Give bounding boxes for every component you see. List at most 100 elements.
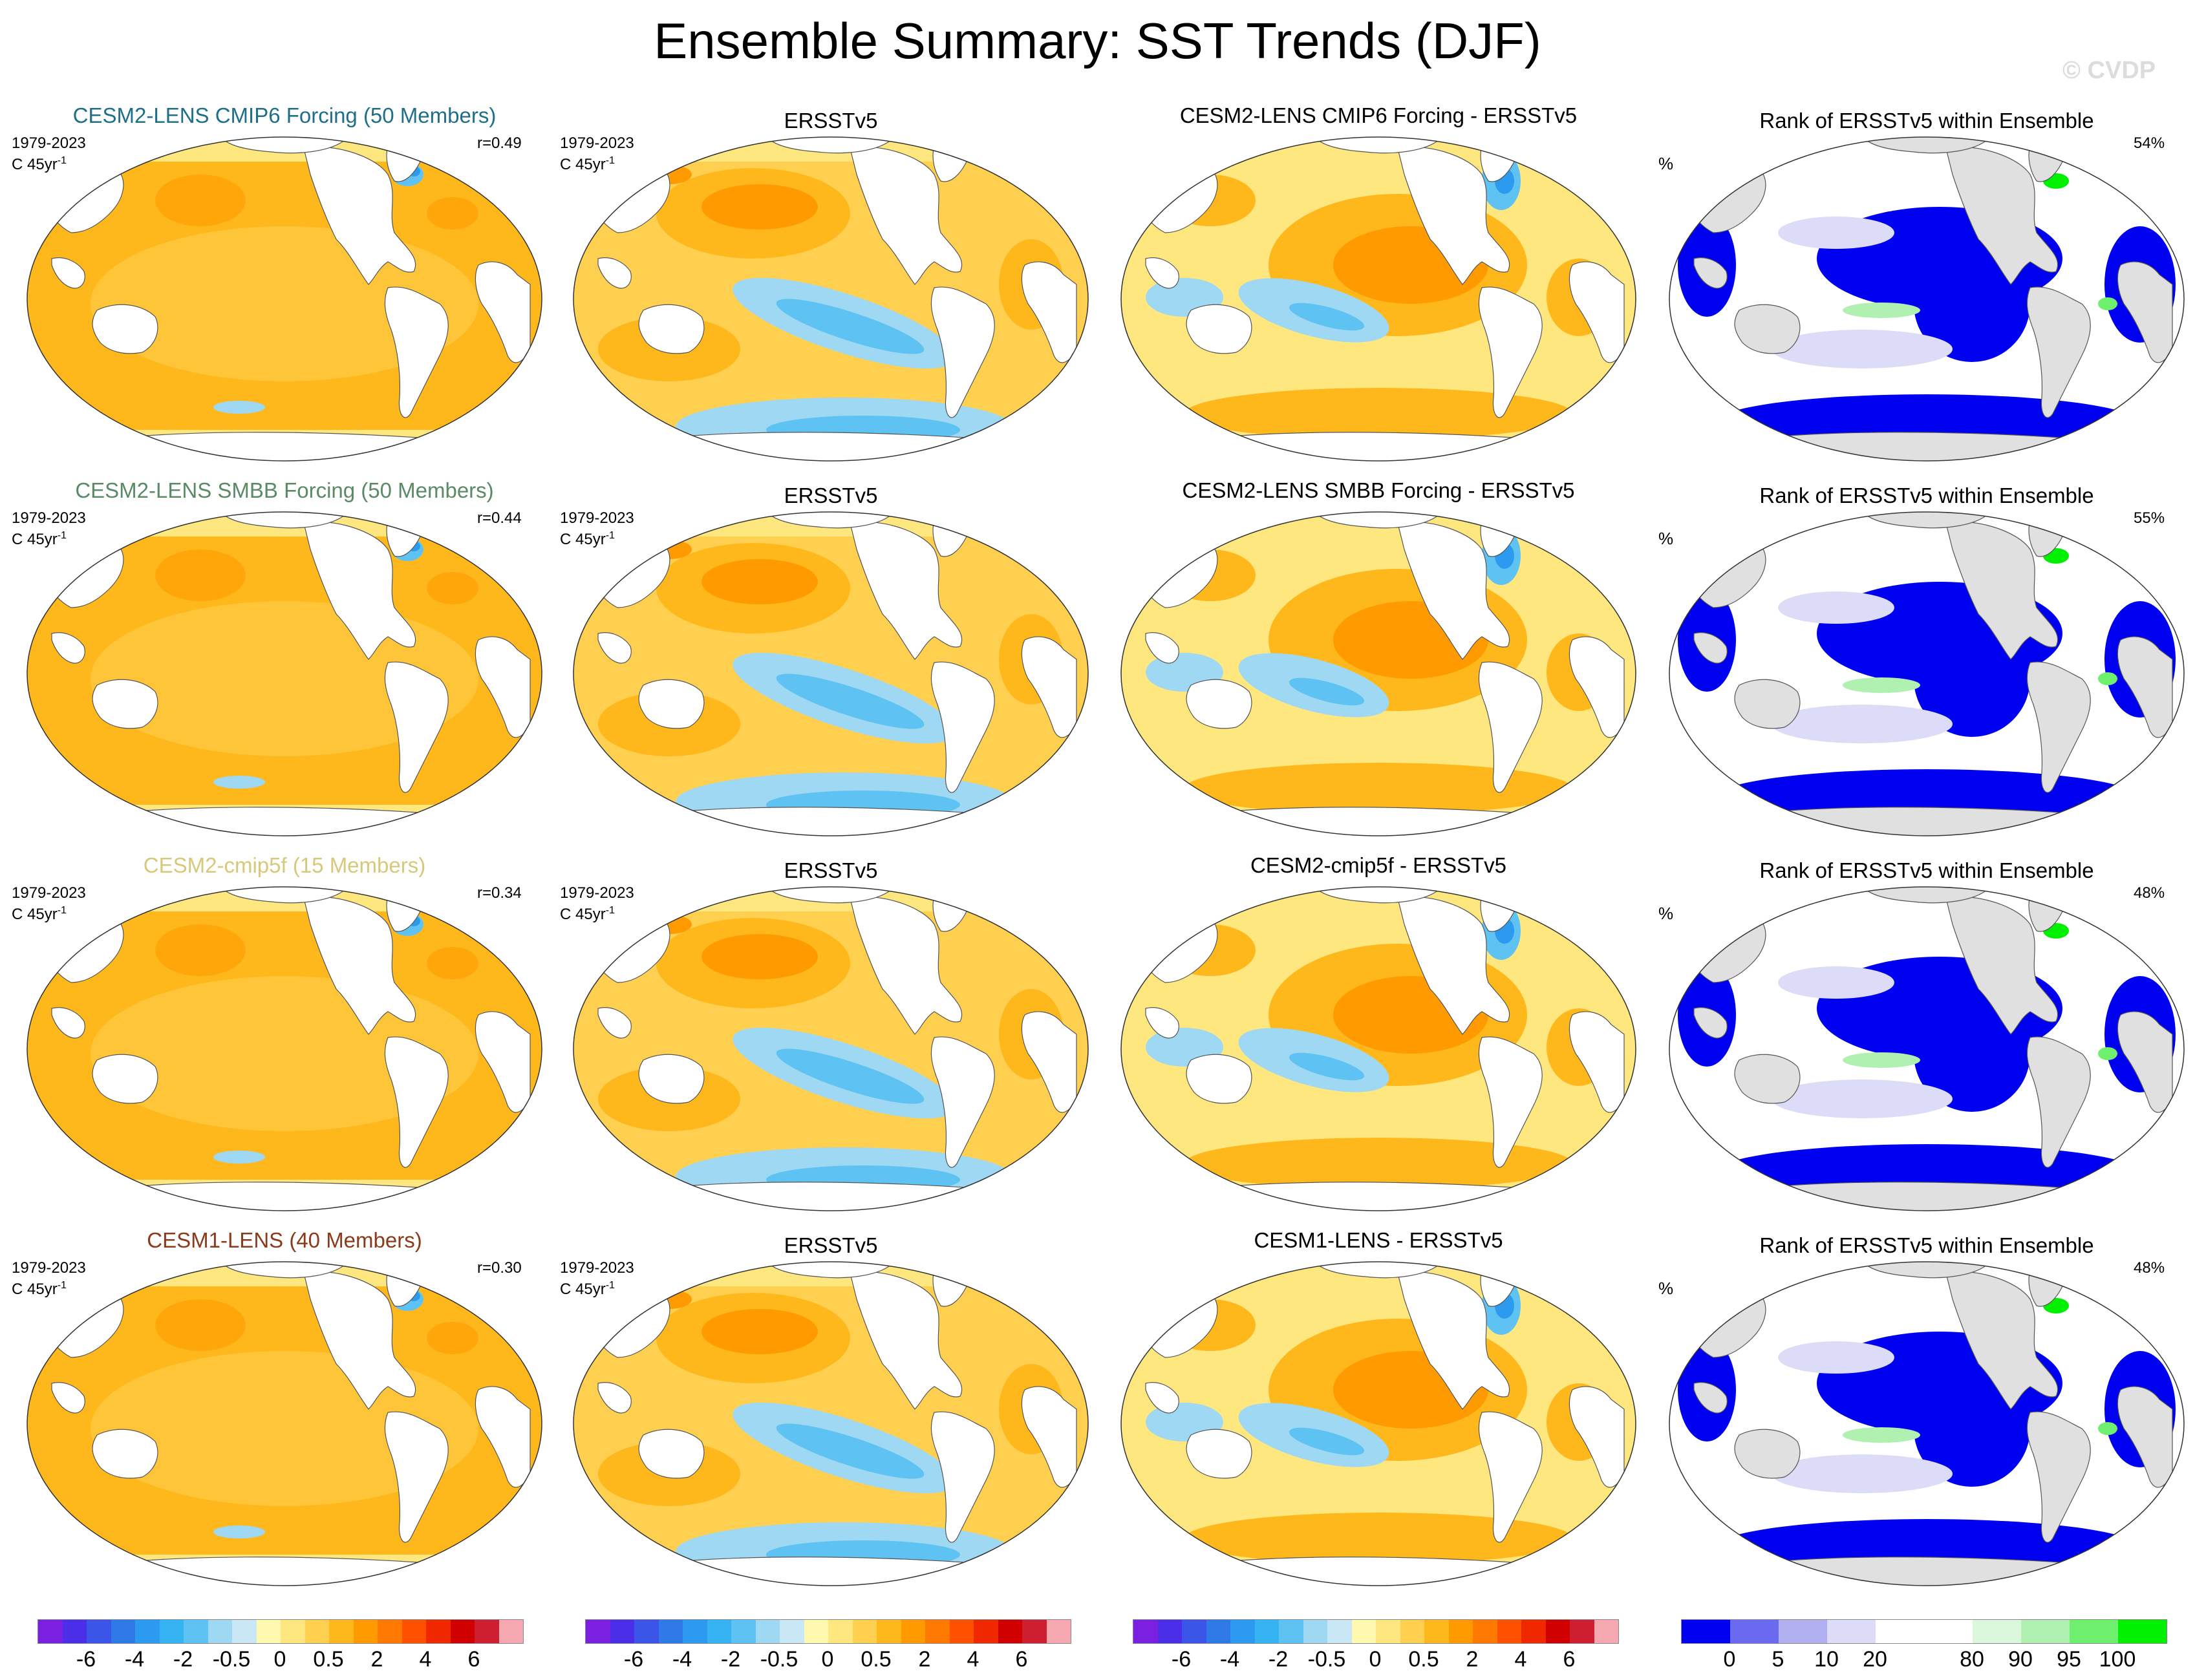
- colorbar-tick-label: -4: [124, 1647, 145, 1672]
- units-text: C 45yr: [560, 1281, 606, 1298]
- units-text: C 45yr: [560, 156, 606, 173]
- period-text: 1979-2023: [560, 1259, 634, 1277]
- colorbar-swatch: [353, 1620, 378, 1643]
- colorbar-tick-label: 6: [467, 1647, 480, 1672]
- colorbar-swatch: [1545, 1620, 1570, 1643]
- colorbar-tick-label: 20: [1863, 1647, 1887, 1672]
- colorbar-tick-label: -0.5: [760, 1647, 798, 1672]
- colorbar-swatch: [755, 1620, 780, 1643]
- colorbar-swatch: [1351, 1620, 1376, 1643]
- colorbar-swatch: [1022, 1620, 1047, 1643]
- colorbar-tick-label: 0.5: [1408, 1647, 1439, 1672]
- period-text: 1979-2023: [12, 134, 86, 152]
- diff-map: [1120, 511, 1636, 836]
- period-label: 1979-2023 C 45yr-1: [12, 509, 86, 548]
- obs-title: ERSSTv5: [784, 858, 878, 882]
- colorbar-swatch: [1206, 1620, 1230, 1643]
- model-map: [27, 511, 542, 836]
- obs-title: ERSSTv5: [784, 1233, 878, 1257]
- colorbar-swatch: [1400, 1620, 1424, 1643]
- model-map: [27, 136, 542, 462]
- model-map: [27, 886, 542, 1211]
- colorbar-tick-label: -2: [720, 1647, 741, 1672]
- units-text: C 45yr: [12, 906, 58, 923]
- colorbar-swatch: [232, 1620, 257, 1643]
- obs-map: [573, 136, 1089, 462]
- obs-map: [573, 886, 1089, 1211]
- units-sup: -1: [57, 155, 67, 166]
- colorbar-tick-label: -2: [1268, 1647, 1289, 1672]
- colorbar-swatch: [1303, 1620, 1327, 1643]
- colorbar-tick-label: 6: [1563, 1647, 1576, 1672]
- colorbar-swatch: [949, 1620, 974, 1643]
- colorbar-tick-label: 4: [967, 1647, 980, 1672]
- colorbar-swatch: [329, 1620, 354, 1643]
- colorbar-swatch: [450, 1620, 475, 1643]
- rank-map: [1669, 886, 2185, 1211]
- rank-percent-label: 55%: [2134, 509, 2165, 527]
- units-sup: -1: [57, 905, 67, 916]
- colorbar-tick-label: 4: [419, 1647, 432, 1672]
- colorbar-tick-label: 5: [1772, 1647, 1784, 1672]
- units-sup: -1: [57, 530, 67, 541]
- colorbar-swatch: [2021, 1620, 2070, 1643]
- colorbar-tick-label: 0: [1369, 1647, 1382, 1672]
- sst-colorbar: [1133, 1619, 1619, 1644]
- rank-percent-label: 54%: [2134, 134, 2165, 152]
- colorbar-swatch: [1730, 1620, 1779, 1643]
- colorbar-tick-label: 4: [1514, 1647, 1527, 1672]
- model-map: [27, 1261, 542, 1586]
- obs-period-label: 1979-2023 C 45yr-1: [560, 1259, 634, 1298]
- sst-colorbar: [37, 1619, 524, 1644]
- period-text: 1979-2023: [560, 884, 634, 902]
- colorbar-swatch: [2070, 1620, 2118, 1643]
- colorbar-tick-label: -6: [623, 1647, 644, 1672]
- period-label: 1979-2023 C 45yr-1: [12, 1259, 86, 1298]
- correlation-label: r=0.44: [477, 509, 522, 527]
- correlation-label: r=0.49: [477, 134, 522, 152]
- units-sup: -1: [605, 1280, 615, 1291]
- colorbar-tick-label: 2: [1466, 1647, 1479, 1672]
- colorbar-swatch: [208, 1620, 232, 1643]
- obs-title: ERSSTv5: [784, 484, 878, 507]
- colorbar-swatch: [475, 1620, 499, 1643]
- colorbar-swatch: [1521, 1620, 1546, 1643]
- colorbar-swatch: [731, 1620, 756, 1643]
- colorbar-swatch: [426, 1620, 451, 1643]
- colorbar-tick-label: 0.5: [861, 1647, 892, 1672]
- diff-title: CESM2-LENS SMBB Forcing - ERSSTv5: [1182, 478, 1575, 502]
- colorbar-swatch: [610, 1620, 634, 1643]
- colorbar-swatch: [62, 1620, 87, 1643]
- units-text: C 45yr: [560, 531, 606, 548]
- colorbar-swatch: [1182, 1620, 1206, 1643]
- colorbar-swatch: [1254, 1620, 1279, 1643]
- units-sup: -1: [605, 905, 615, 916]
- colorbar-swatch: [111, 1620, 135, 1643]
- rank-units-label: %: [1658, 154, 1674, 173]
- colorbar-swatch: [402, 1620, 426, 1643]
- colorbar-swatch: [1327, 1620, 1352, 1643]
- colorbar-swatch: [1827, 1620, 1876, 1643]
- rank-colorbar: [1681, 1619, 2167, 1644]
- colorbar-tick-label: 10: [1814, 1647, 1839, 1672]
- colorbar-tick-label: -6: [76, 1647, 96, 1672]
- units-sup: -1: [605, 155, 615, 166]
- diff-title: CESM2-cmip5f - ERSSTv5: [1250, 853, 1507, 877]
- rank-percent-label: 48%: [2134, 1259, 2165, 1277]
- rank-map: [1669, 136, 2185, 462]
- period-text: 1979-2023: [560, 509, 634, 527]
- sst-colorbar: [585, 1619, 1071, 1644]
- colorbar-swatch: [634, 1620, 659, 1643]
- model-title: CESM2-LENS SMBB Forcing (50 Members): [75, 478, 494, 502]
- units-sup: -1: [57, 1280, 67, 1291]
- colorbar-swatch: [135, 1620, 160, 1643]
- colorbar-tick-label: 2: [370, 1647, 383, 1672]
- colorbar-swatch: [256, 1620, 281, 1643]
- rank-units-label: %: [1658, 1279, 1674, 1298]
- colorbar-tick-label: 0: [1723, 1647, 1736, 1672]
- obs-title: ERSSTv5: [784, 109, 878, 133]
- colorbar-tick-label: 0: [821, 1647, 834, 1672]
- colorbar-tick-label: -4: [672, 1647, 692, 1672]
- colorbar-tick-label: 0.5: [313, 1647, 344, 1672]
- colorbar-swatch: [1448, 1620, 1473, 1643]
